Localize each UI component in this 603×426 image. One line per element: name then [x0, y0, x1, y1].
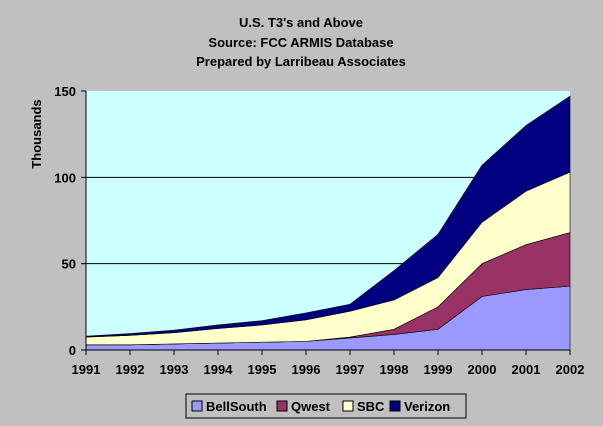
legend-label-verizon: Verizon [404, 399, 450, 414]
x-tick-label-1997: 1997 [336, 362, 365, 377]
x-tick-label-1999: 1999 [424, 362, 453, 377]
axes [81, 90, 571, 355]
x-tick-labels: 1991 1992 1993 1994 1995 1996 1997 1998 1999 2000… [72, 362, 585, 377]
chart-title-line-2: Source: FCC ARMIS Database [208, 35, 393, 50]
legend: BellSouth Qwest SBC Verizon [185, 393, 467, 419]
legend-swatch-sbc [342, 400, 354, 412]
y-tick-labels: 0 50 100 150 [54, 84, 76, 358]
area-verizon [85, 95, 571, 338]
x-tick-label-2002: 2002 [556, 362, 585, 377]
y-tick-label-50: 50 [62, 257, 76, 272]
x-tick-label-2000: 2000 [468, 362, 497, 377]
x-tick-label-1996: 1996 [292, 362, 321, 377]
y-axis-label: Thousands [29, 99, 44, 168]
legend-swatch-qwest [276, 400, 288, 412]
legend-label-bellsouth: BellSouth [206, 399, 267, 414]
x-tick-label-1993: 1993 [160, 362, 189, 377]
legend-swatch-bellsouth [191, 400, 203, 412]
x-tick-label-1994: 1994 [204, 362, 234, 377]
chart-title-line-3: Prepared by Larribeau Associates [196, 54, 406, 69]
legend-box [185, 393, 467, 419]
legend-label-qwest: Qwest [291, 399, 331, 414]
legend-swatch-verizon [389, 400, 401, 412]
x-tick-label-1991: 1991 [72, 362, 101, 377]
x-tick-label-1992: 1992 [116, 362, 145, 377]
y-tick-label-100: 100 [54, 170, 76, 185]
chart-title-line-1: U.S. T3's and Above [239, 15, 363, 30]
y-tick-label-150: 150 [54, 84, 76, 99]
x-tick-label-2001: 2001 [512, 362, 541, 377]
y-tick-label-0: 0 [69, 343, 76, 358]
legend-label-sbc: SBC [357, 399, 385, 414]
x-tick-label-1998: 1998 [380, 362, 409, 377]
x-tick-label-1995: 1995 [248, 362, 277, 377]
